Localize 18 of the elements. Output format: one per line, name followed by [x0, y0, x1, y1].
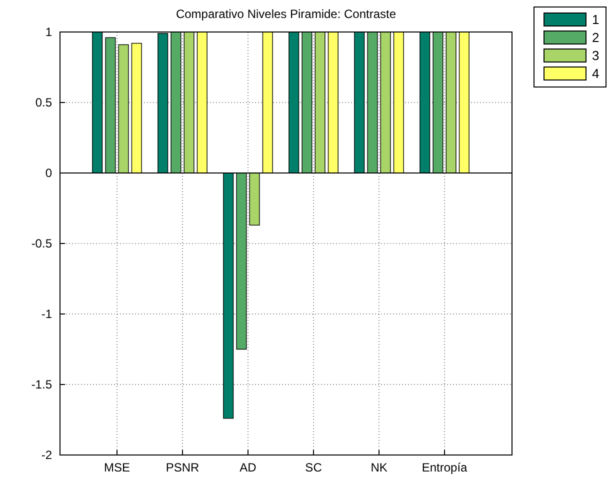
x-tick-label: SC [305, 460, 322, 475]
y-tick-label: 0.5 [35, 95, 52, 110]
y-tick-label: -1.5 [31, 377, 52, 392]
x-tick-label: NK [370, 460, 388, 475]
y-tick-label: -2 [41, 448, 52, 462]
y-tick-label: 0 [45, 166, 52, 180]
x-tick-label: PSNR [166, 460, 200, 475]
x-tick-label: AD [240, 460, 257, 475]
legend-label: 4 [592, 66, 600, 81]
x-tick-label: MSE [104, 460, 130, 475]
legend-label: 1 [592, 12, 600, 27]
y-tick-label: -0.5 [31, 236, 52, 250]
legend-label: 2 [592, 30, 600, 45]
y-tick-label: 1 [45, 24, 52, 39]
x-tick-label: Entropía [422, 460, 468, 475]
legend-label: 3 [592, 48, 600, 63]
y-tick-label: -1 [41, 306, 52, 321]
chart-title: Comparativo Niveles Piramide: Contraste [176, 7, 396, 21]
